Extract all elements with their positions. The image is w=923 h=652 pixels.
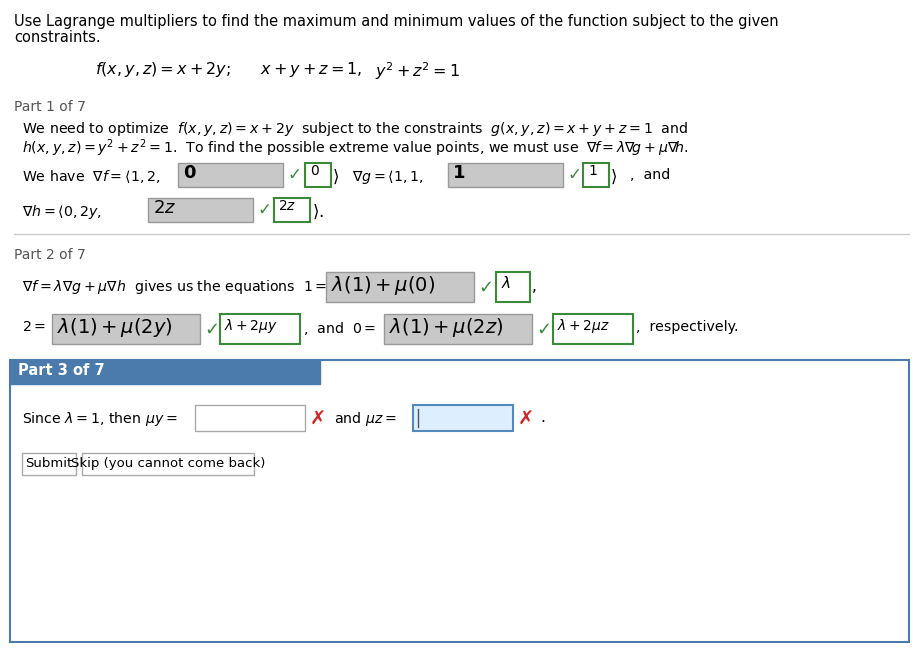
Text: $2z$: $2z$: [278, 199, 296, 213]
FancyBboxPatch shape: [384, 314, 532, 344]
Text: $\lambda + 2\mu y$: $\lambda + 2\mu y$: [224, 317, 278, 335]
Text: $\rangle$: $\rangle$: [610, 168, 617, 186]
Text: $\nabla f = \lambda\nabla g + \mu\nabla h$  gives us the equations  $1 = $: $\nabla f = \lambda\nabla g + \mu\nabla …: [22, 278, 328, 296]
Text: ✓: ✓: [536, 321, 551, 339]
FancyBboxPatch shape: [553, 314, 633, 344]
FancyBboxPatch shape: [413, 405, 513, 431]
Text: 0: 0: [183, 164, 196, 182]
Text: $\lambda$: $\lambda$: [501, 275, 511, 291]
Text: ,  and  $0 = $: , and $0 = $: [303, 320, 377, 337]
Text: $y^2 + z^2 = 1$: $y^2 + z^2 = 1$: [375, 60, 460, 82]
Text: ✓: ✓: [288, 166, 302, 184]
Text: $\nabla g = \langle 1, 1,$: $\nabla g = \langle 1, 1,$: [352, 168, 424, 186]
Text: Use Lagrange multipliers to find the maximum and minimum values of the function : Use Lagrange multipliers to find the max…: [14, 14, 779, 29]
Text: $\lambda(1) + \mu(2z)$: $\lambda(1) + \mu(2z)$: [389, 316, 504, 339]
Text: ✓: ✓: [478, 279, 493, 297]
FancyBboxPatch shape: [195, 405, 305, 431]
Text: $\lambda(1) + \mu(0)$: $\lambda(1) + \mu(0)$: [331, 274, 436, 297]
Text: Part 2 of 7: Part 2 of 7: [14, 248, 86, 262]
Text: ,  and: , and: [630, 168, 670, 182]
Text: $\rangle$.: $\rangle$.: [312, 203, 324, 221]
Text: Since $\lambda = 1$, then $\mu y = $: Since $\lambda = 1$, then $\mu y = $: [22, 410, 177, 428]
Text: ✓: ✓: [258, 201, 272, 219]
Text: $\nabla h = \langle 0, 2y,$: $\nabla h = \langle 0, 2y,$: [22, 203, 102, 221]
Text: We need to optimize  $\it{f}(x, y, z) = x + 2y$  subject to the constraints  $\i: We need to optimize $\it{f}(x, y, z) = x…: [22, 120, 689, 138]
FancyBboxPatch shape: [326, 272, 474, 302]
Text: ✓: ✓: [568, 166, 581, 184]
FancyBboxPatch shape: [220, 314, 300, 344]
Text: We have  $\nabla f = \langle 1, 2,$: We have $\nabla f = \langle 1, 2,$: [22, 168, 161, 185]
FancyBboxPatch shape: [496, 272, 530, 302]
Text: $\it{h}(x, y, z) = y^2 + z^2 = 1$.  To find the possible extreme value points, w: $\it{h}(x, y, z) = y^2 + z^2 = 1$. To fi…: [22, 137, 689, 158]
FancyBboxPatch shape: [148, 198, 253, 222]
Text: ✗: ✗: [518, 410, 534, 429]
FancyBboxPatch shape: [22, 453, 76, 475]
Text: .: .: [540, 410, 545, 425]
Text: 1: 1: [588, 164, 597, 178]
Text: Part 3 of 7: Part 3 of 7: [18, 363, 104, 378]
Text: Submit: Submit: [25, 457, 73, 470]
Text: $\lambda + 2\mu z$: $\lambda + 2\mu z$: [557, 317, 610, 335]
Text: $\rangle$: $\rangle$: [332, 168, 339, 186]
Text: $2 = $: $2 = $: [22, 320, 46, 334]
FancyBboxPatch shape: [448, 163, 563, 187]
FancyBboxPatch shape: [10, 360, 320, 384]
Text: and $\mu z = $: and $\mu z = $: [334, 410, 397, 428]
FancyBboxPatch shape: [10, 360, 909, 642]
FancyBboxPatch shape: [82, 453, 254, 475]
Text: constraints.: constraints.: [14, 30, 101, 45]
Text: $f(x,y,z) = x + 2y;$: $f(x,y,z) = x + 2y;$: [95, 60, 231, 79]
Text: $,$: $,$: [531, 280, 536, 295]
Text: ✗: ✗: [310, 410, 327, 429]
Text: Skip (you cannot come back): Skip (you cannot come back): [71, 457, 265, 470]
Text: $2z$: $2z$: [153, 199, 176, 217]
FancyBboxPatch shape: [178, 163, 283, 187]
Text: ✓: ✓: [204, 321, 219, 339]
Text: $x + y + z = 1,$: $x + y + z = 1,$: [260, 60, 363, 79]
Text: 1: 1: [453, 164, 465, 182]
Text: ,  respectively.: , respectively.: [636, 320, 738, 334]
FancyBboxPatch shape: [52, 314, 200, 344]
FancyBboxPatch shape: [583, 163, 609, 187]
FancyBboxPatch shape: [274, 198, 310, 222]
Text: 0: 0: [310, 164, 318, 178]
FancyBboxPatch shape: [305, 163, 331, 187]
Text: $\lambda(1) + \mu(2y)$: $\lambda(1) + \mu(2y)$: [57, 316, 173, 339]
Text: Part 1 of 7: Part 1 of 7: [14, 100, 86, 114]
